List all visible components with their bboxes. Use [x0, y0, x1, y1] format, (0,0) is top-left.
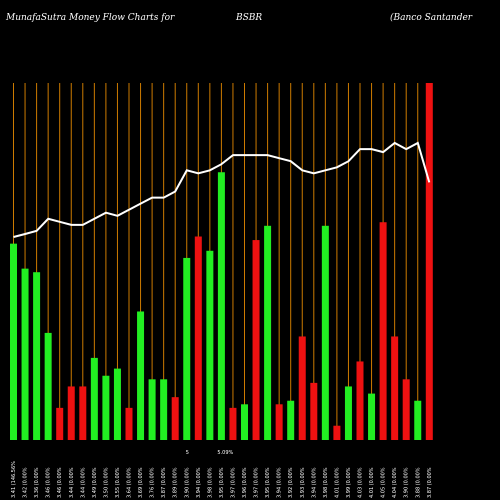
x-tick-label: 4.01 (0.00%: [369, 467, 375, 498]
money-flow-bar: [310, 382, 318, 440]
x-tick-label: 3.69 (0.00%: [138, 467, 144, 498]
x-tick-label: 3.99 (0.00%: [346, 467, 352, 498]
x-tick-label: 3.95 (0.00%: [265, 467, 271, 498]
money-flow-bar: [10, 243, 17, 440]
x-tick-label: 4.03 (0.00%: [358, 467, 364, 498]
money-flow-bar: [252, 240, 260, 440]
money-flow-bar: [67, 386, 75, 440]
x-tick-label: 3.94 (0.00%: [277, 467, 283, 498]
money-flow-bar: [391, 336, 399, 440]
money-flow-bar: [148, 379, 156, 440]
money-flow-bar: [171, 397, 179, 440]
money-flow-bar: [402, 379, 410, 440]
money-flow-bar: [90, 357, 98, 440]
money-flow-bar: [137, 311, 145, 440]
money-flow-bar: [275, 404, 283, 440]
money-flow-bar: [287, 400, 295, 440]
x-tick-label: 3.44 (0.00%: [80, 467, 86, 498]
x-tick-label: 3.87 (0.00%: [427, 467, 433, 498]
money-flow-bar: [356, 361, 364, 440]
x-tick-label: 3.98 (0.00%: [207, 467, 213, 498]
money-flow-bar: [160, 379, 168, 440]
x-tick-label: 3.92 (0.00%: [288, 467, 294, 498]
x-tick-label: 3.76 (0.00%: [150, 467, 156, 498]
money-flow-bar: [44, 332, 52, 440]
x-tick-label: 3.41 (146.56%: [11, 461, 17, 498]
money-flow-bar: [113, 368, 121, 440]
money-flow-bar: [102, 375, 110, 440]
money-flow-bar: [264, 225, 272, 440]
x-tick-label: 3.98 (0.00%: [323, 467, 329, 498]
chart-symbol: BSBR: [236, 13, 263, 23]
x-tick-label: 3.46 (0.00%: [57, 467, 63, 498]
x-tick-label: 3.88 (0.00%: [415, 467, 421, 498]
x-tick-label: 4.05 (0.00%: [381, 467, 387, 498]
annotations: 5 5.09%: [186, 450, 234, 456]
money-flow-bar: [368, 393, 376, 440]
money-flow-bar: [241, 404, 248, 440]
annotation-label: 5: [186, 450, 189, 456]
money-flow-bar: [344, 386, 352, 440]
x-tick-label: 3.87 (0.00%: [161, 467, 167, 498]
money-flow-bar: [56, 407, 64, 440]
money-flow-bar: [21, 268, 29, 440]
x-tick-label: 3.96 (0.00%: [242, 467, 248, 498]
money-flow-bar: [194, 236, 202, 440]
x-tick-label: 3.94 (0.00%: [311, 467, 317, 498]
money-flow-bar: [298, 336, 306, 440]
money-flow-bar: [217, 172, 225, 440]
money-flow-bar: [379, 222, 387, 440]
chart-title-right: (Banco Santander: [390, 13, 473, 23]
x-tick-label: 4.04 (0.00%: [392, 467, 398, 498]
money-flow-bar: [321, 225, 329, 440]
price-line: [13, 141, 431, 238]
price-line-layer: [13, 141, 431, 238]
x-tick-label: 3.93 (0.00%: [300, 467, 306, 498]
money-flow-bar: [425, 83, 433, 440]
money-flow-bar: [206, 250, 214, 440]
annotation-label: 5.09%: [217, 450, 233, 456]
money-flow-bars: [10, 83, 433, 440]
x-tick-label: 3.95 (0.00%: [219, 467, 225, 498]
x-tick-label: 3.46 (0.00%: [46, 467, 52, 498]
money-flow-bar: [183, 257, 191, 440]
money-flow-bar: [414, 400, 422, 440]
x-tick-label: 3.36 (0.00%: [34, 467, 40, 498]
x-tick-label: 3.94 (0.00%: [196, 467, 202, 498]
x-tick-label: 3.90 (0.00%: [404, 467, 410, 498]
money-flow-bar: [33, 272, 41, 440]
x-tick-label: 3.55 (0.00%: [115, 467, 121, 498]
x-tick-label: 3.97 (0.00%: [254, 467, 260, 498]
x-tick-label: 4.01 (0.00%: [334, 467, 340, 498]
chart-header: MunafaSutra Money Flow Charts for BSBR (…: [0, 0, 500, 40]
x-tick-label: 3.90 (0.00%: [184, 467, 190, 498]
x-tick-label: 3.42 (0.00%: [23, 467, 29, 498]
x-tick-label: 3.44 (0.00%: [69, 467, 75, 498]
x-tick-label: 3.49 (0.00%: [92, 467, 98, 498]
chart-title-left: MunafaSutra Money Flow Charts for: [6, 13, 175, 23]
money-flow-bar: [229, 407, 237, 440]
x-tick-label: 3.89 (0.00%: [173, 467, 179, 498]
money-flow-bar: [125, 407, 133, 440]
x-tick-label: 3.64 (0.00%: [127, 467, 133, 498]
money-flow-bar: [79, 386, 87, 440]
money-flow-bar: [333, 425, 341, 440]
x-tick-label: 3.97 (0.00%: [230, 467, 236, 498]
x-axis-labels: 3.41 (146.56% 3.42 (0.00% 3.36 (0.00% 3.46 …: [11, 461, 433, 498]
x-tick-label: 3.50 (0.00%: [103, 467, 109, 498]
